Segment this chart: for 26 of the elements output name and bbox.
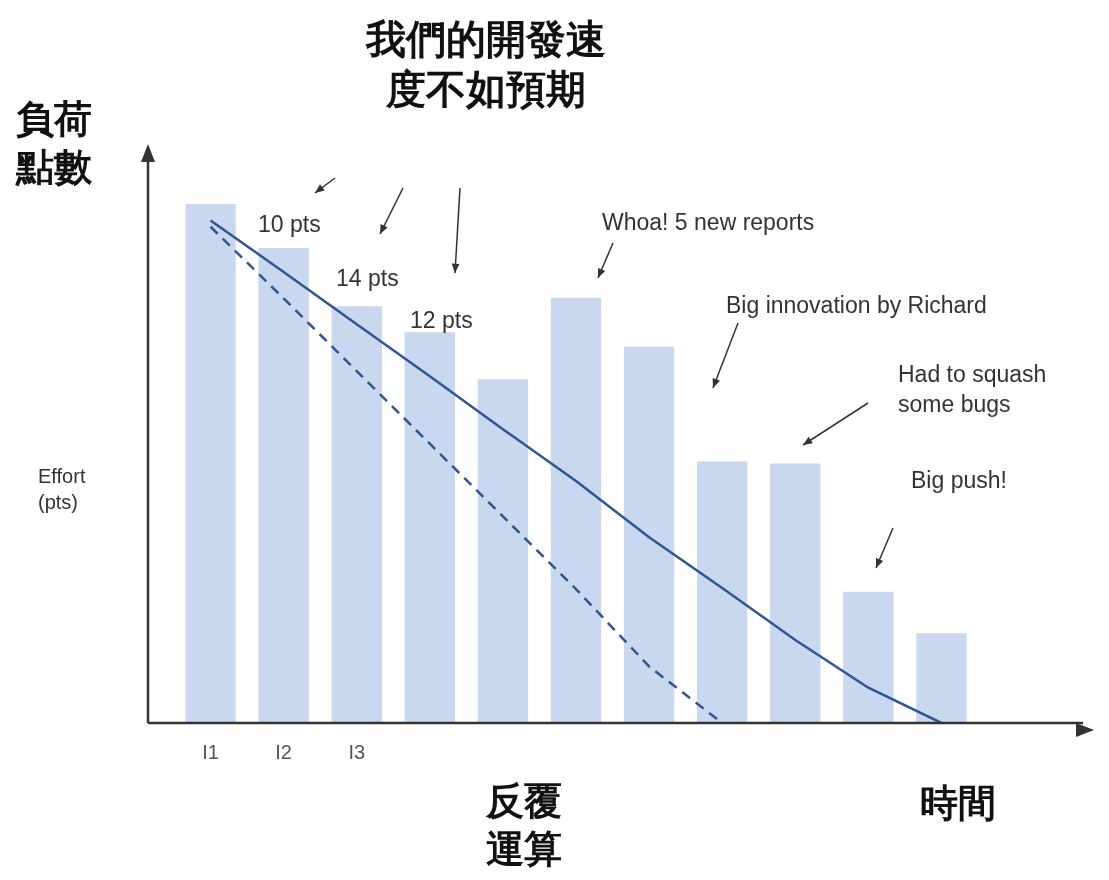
bar [258,248,309,723]
annotation: 12 pts [410,306,474,335]
annotation: Big innovation by Richard [726,291,988,320]
x-tick-label: I3 [348,740,366,763]
bar [623,346,675,723]
bar [331,306,382,723]
bar [696,461,748,723]
annotation: Big push! [911,466,1008,495]
x-tick-label: I1 [202,740,219,763]
annotation: Had to squash some bugs [898,360,1048,419]
bar [477,379,529,723]
chart-title: 我們的開發速度不如預期 [364,15,607,114]
bar [404,332,456,723]
text: 負荷點數 [16,96,93,191]
x-tick-label: I2 [275,740,292,763]
bar [916,633,967,723]
annotation: Whoa! 5 new reports [602,208,816,237]
annotation: 14 pts [336,264,400,293]
bar [770,463,821,723]
bar [550,297,602,723]
y-axis-title: Effort (pts) [38,464,87,515]
x-axis-title: 反覆運算 [485,778,563,873]
annotation: 10 pts [258,210,322,239]
text: 時間 [920,780,997,827]
bar [843,591,894,723]
bar [185,203,236,723]
